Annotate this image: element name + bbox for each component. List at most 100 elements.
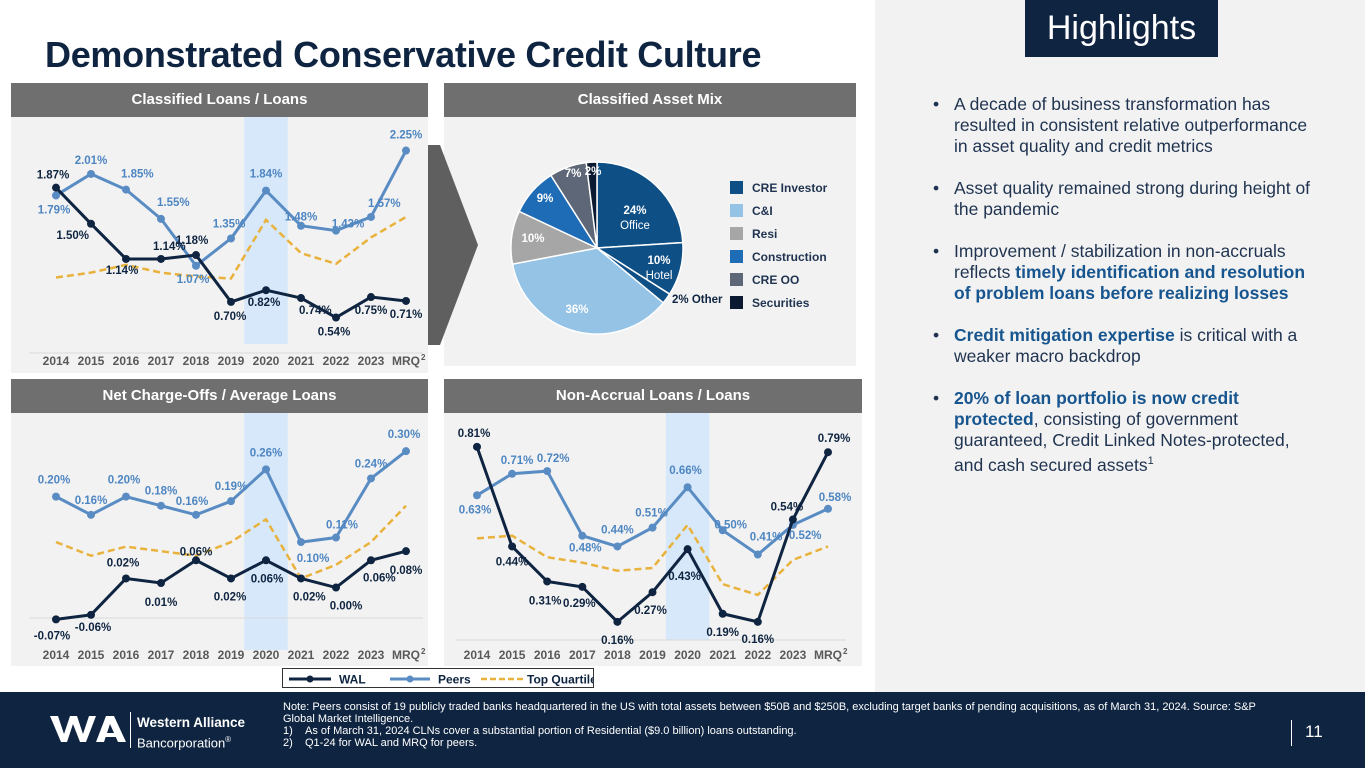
data-label-peers: 1.48% (285, 212, 318, 224)
data-point-wal (297, 574, 305, 583)
data-label-wal: 0.31% (529, 595, 562, 607)
data-point-wal (297, 294, 305, 303)
series-line-top-quartile (55, 215, 407, 280)
data-point-peers (297, 538, 305, 547)
x-tick-label: 2014 (43, 648, 70, 662)
x-tick-label: 2023 (358, 354, 385, 368)
x-tick-label: MRQ (392, 354, 420, 368)
x-tick-label: 2020 (674, 648, 701, 662)
data-point-wal (157, 254, 165, 263)
data-point-peers (613, 542, 622, 551)
data-point-wal (402, 296, 410, 305)
footnote-main: Note: Peers consist of 19 publicly trade… (283, 701, 1256, 725)
data-label-wal: 1.50% (56, 230, 89, 242)
data-point-wal (192, 251, 200, 260)
x-tick-label: 2014 (43, 354, 70, 368)
legend-topq-label: Top Quartile (527, 673, 594, 687)
data-label-wal: 0.02% (293, 591, 326, 603)
data-label-peers: 1.35% (213, 218, 246, 230)
data-point-peers (157, 214, 165, 223)
pie-slice-sublabel: Hotel (646, 270, 673, 282)
data-label-wal: 0.16% (741, 634, 774, 646)
x-tick-label: 2017 (148, 354, 175, 368)
footnote-number: 2) (283, 737, 293, 749)
x-tick-label: 2023 (358, 648, 385, 662)
data-label-peers: 0.30% (388, 429, 421, 441)
data-point-wal (227, 574, 235, 583)
legend-peers-marker (406, 675, 414, 683)
data-point-peers (122, 492, 130, 501)
data-point-peers (367, 474, 375, 483)
data-label-peers: 0.19% (215, 481, 248, 493)
x-tick-label: 2022 (744, 648, 771, 662)
classified-asset-mix-panel: Classified Asset Mix 24% Office 10% Hotel 2%… (444, 83, 856, 366)
data-label-wal: 0.02% (214, 591, 247, 603)
data-label-wal: 0.81% (458, 428, 491, 440)
data-point-peers (402, 447, 410, 456)
bullet-text: is critical with a weaker macro backdrop (954, 325, 1298, 366)
footnote-number: 1) (283, 725, 293, 737)
footnote-1: 1) As of March 31, 2024 CLNs cover a subs… (283, 725, 1278, 737)
x-tick-label: 2017 (569, 648, 596, 662)
x-tick-label: 2022 (323, 648, 350, 662)
bullet-emphasis: Credit mitigation expertise (954, 325, 1175, 345)
highlight-bullet: Credit mitigation expertise is critical … (933, 325, 1313, 367)
data-label-peers: 2.25% (390, 130, 423, 142)
data-label-wal: 0.02% (107, 557, 140, 569)
data-label-peers: 0.63% (459, 504, 492, 516)
data-point-wal (262, 286, 270, 295)
data-label-peers: 0.52% (789, 530, 822, 542)
data-point-wal (578, 582, 587, 591)
x-tick-label: 2019 (218, 354, 245, 368)
data-point-wal (52, 183, 60, 192)
data-point-peers (402, 146, 410, 155)
data-point-wal (648, 588, 657, 597)
highlight-band-2020 (244, 413, 288, 650)
x-tick-label: MRQ (392, 648, 420, 662)
legend-label: Resi (752, 227, 777, 241)
panel-title: Classified Asset Mix (444, 83, 856, 117)
data-point-wal (718, 609, 727, 618)
pie-slice (511, 247, 665, 335)
footnote-text: Q1-24 for WAL and MRQ for peers. (305, 737, 478, 749)
data-point-wal (824, 448, 832, 457)
data-point-wal (683, 545, 692, 554)
registered-mark: ® (225, 735, 232, 744)
x-tick-footnote: 2 (843, 647, 848, 656)
data-point-wal (788, 515, 797, 524)
data-label-peers: 1.57% (368, 198, 401, 210)
data-point-peers (192, 261, 200, 270)
data-label-wal: 0.71% (390, 309, 423, 321)
bullet-text: Improvement / stabilization in non-accru… (954, 241, 1286, 282)
panel-title: Net Charge-Offs / Average Loans (11, 379, 428, 413)
data-label-peers: 0.51% (635, 508, 668, 520)
highlight-bullet: 20% of loan portfolio is now credit prot… (933, 388, 1313, 476)
data-label-wal: 0.70% (214, 311, 247, 323)
x-tick-label: 2021 (288, 648, 315, 662)
data-point-wal (508, 542, 517, 551)
data-label-peers: 0.18% (145, 486, 178, 498)
data-label-peers: 0.20% (108, 475, 141, 487)
legend-wal-marker (306, 675, 314, 683)
data-label-peers: 0.44% (601, 524, 634, 536)
data-label-wal: 0.43% (668, 571, 701, 583)
x-tick-footnote: 2 (421, 647, 426, 656)
panel-title: Non-Accrual Loans / Loans (444, 379, 862, 413)
data-point-wal (367, 293, 375, 302)
legend-label: C&I (752, 204, 773, 218)
data-point-wal (122, 574, 130, 583)
data-label-wal: 0.74% (299, 305, 332, 317)
logo-line1: Western Alliance (137, 715, 246, 730)
data-label-peers: 0.71% (501, 455, 534, 467)
pie-slice-label: 9% (537, 193, 554, 205)
highlight-bullet: A decade of business transformation has … (933, 94, 1313, 157)
x-tick-label: 2023 (780, 648, 807, 662)
data-point-wal (87, 219, 95, 228)
x-tick-label: 2016 (113, 354, 140, 368)
data-point-peers (122, 185, 130, 194)
legend-swatch (730, 250, 743, 263)
legend-label: Securities (752, 296, 810, 310)
data-point-wal (332, 313, 340, 322)
data-label-wal: 1.14% (153, 241, 186, 253)
data-label-peers: 2.01% (75, 155, 108, 167)
